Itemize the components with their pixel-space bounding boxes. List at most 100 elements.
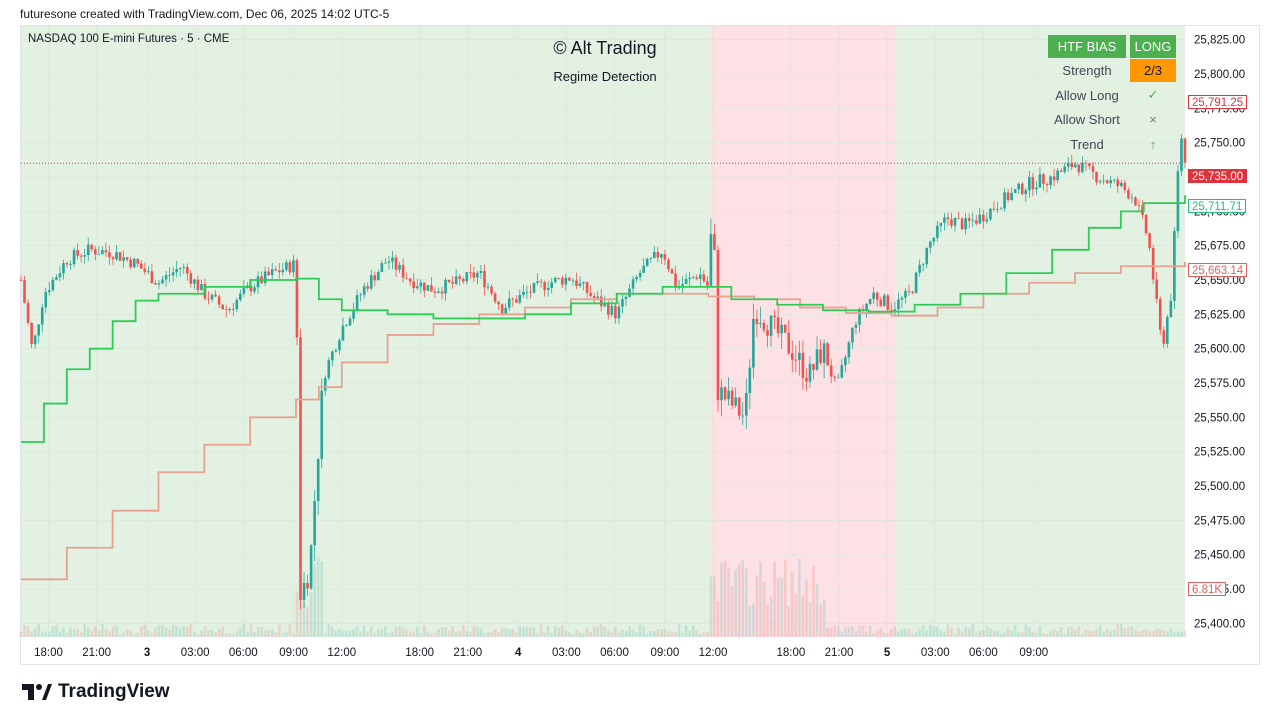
- candle-body: [1151, 247, 1155, 280]
- candle-body: [904, 290, 907, 298]
- volume-bar: [387, 633, 391, 637]
- candle-body: [918, 264, 921, 273]
- candle-body: [716, 249, 720, 401]
- volume-bar: [182, 626, 186, 637]
- volume-bar: [1035, 632, 1038, 637]
- candle-body: [585, 282, 589, 293]
- candle-body: [568, 277, 571, 281]
- candle-body: [277, 270, 281, 273]
- candle-body: [391, 257, 394, 262]
- volume-bar: [617, 632, 621, 637]
- y-tick-label: 25,825.00: [1194, 35, 1245, 47]
- x-tick-label: 03:00: [552, 647, 581, 659]
- candle-body: [614, 305, 617, 319]
- volume-bar: [752, 603, 755, 637]
- volume-bar: [631, 629, 635, 637]
- candle-body: [178, 267, 182, 270]
- arrow-up-icon: ↑: [1149, 136, 1157, 152]
- volume-bar: [1017, 632, 1021, 637]
- volume-bar: [1045, 633, 1049, 637]
- candle-body: [214, 294, 217, 297]
- volume-bar: [327, 624, 331, 637]
- candle-body: [497, 301, 500, 305]
- candle-body: [865, 303, 868, 311]
- indicator-title: © Alt Trading: [553, 38, 657, 58]
- volume-bar: [256, 626, 260, 637]
- chart-frame[interactable]: [20, 25, 1260, 665]
- y-tick-label: 25,400.00: [1194, 618, 1245, 630]
- volume-bar: [437, 629, 440, 637]
- candle-body: [210, 294, 214, 300]
- volume-bar: [1166, 631, 1169, 637]
- candle-body: [543, 282, 546, 290]
- candle-body: [858, 308, 861, 325]
- candle-body: [331, 351, 334, 361]
- tradingview-wordmark: TradingView: [58, 681, 170, 702]
- candle-body: [967, 218, 971, 221]
- symbol-label[interactable]: NASDAQ 100 E-mini Futures · 5 · CME: [28, 33, 230, 45]
- volume-bar: [1006, 627, 1010, 637]
- candle-body: [624, 296, 628, 300]
- candle-body: [235, 299, 239, 310]
- candle-body: [295, 260, 299, 338]
- volume-bar: [946, 624, 950, 637]
- volume-bar: [104, 629, 108, 637]
- volume-bar: [939, 629, 943, 637]
- candle-body: [373, 275, 377, 281]
- volume-bar: [171, 624, 175, 637]
- candle-body: [907, 290, 911, 292]
- candle-body: [553, 277, 557, 283]
- volume-bar: [405, 629, 408, 637]
- volume-bar: [1063, 633, 1067, 637]
- candle-body: [691, 277, 695, 279]
- volume-bar: [571, 633, 575, 637]
- volume-bar: [1098, 624, 1102, 637]
- candle-body: [1105, 180, 1109, 184]
- candle-body: [748, 367, 752, 394]
- candle-body: [936, 225, 939, 238]
- volume-bar: [65, 633, 69, 637]
- x-tick-label: 09:00: [650, 647, 679, 659]
- regime-band-bull: [21, 26, 711, 637]
- volume-bar: [306, 606, 309, 637]
- volume-bar: [150, 633, 154, 637]
- volume-bar: [1028, 627, 1031, 637]
- candle-body: [897, 299, 900, 310]
- candle-body: [309, 545, 313, 589]
- candle-body: [384, 262, 387, 264]
- volume-bar: [897, 631, 900, 637]
- y-tick-label: 25,500.00: [1194, 481, 1245, 493]
- candle-body: [90, 244, 94, 250]
- last-price-tag[interactable]: 25,735.00: [1188, 169, 1248, 183]
- candle-body: [674, 273, 677, 288]
- volume-bar: [210, 629, 214, 637]
- volume-bar: [904, 628, 907, 637]
- candle-body: [1013, 189, 1017, 193]
- candle-body: [65, 263, 69, 265]
- volume-bar: [691, 625, 695, 637]
- volume-bar: [373, 633, 377, 637]
- volume-bar: [964, 626, 967, 637]
- candle-body: [366, 286, 370, 289]
- y-tick-label: 25,625.00: [1194, 309, 1245, 321]
- candle-body: [617, 306, 621, 319]
- candle-body: [599, 296, 603, 307]
- volume-bar: [154, 627, 157, 637]
- volume-bar: [518, 626, 522, 637]
- volume-bar: [316, 557, 320, 637]
- tradingview-logo[interactable]: TradingView: [22, 681, 170, 703]
- candle-body: [345, 325, 348, 327]
- volume-bar: [688, 630, 691, 637]
- candle-body: [518, 294, 522, 303]
- volume-bar: [196, 633, 200, 637]
- candle-body: [607, 303, 610, 315]
- candle-body: [525, 291, 529, 293]
- candle-body: [408, 278, 412, 282]
- candle-body: [147, 271, 150, 273]
- volume-bar: [391, 631, 394, 637]
- volume-bar: [755, 575, 759, 637]
- candle-body: [957, 217, 960, 219]
- candle-body: [844, 357, 847, 366]
- volume-bar: [996, 630, 999, 637]
